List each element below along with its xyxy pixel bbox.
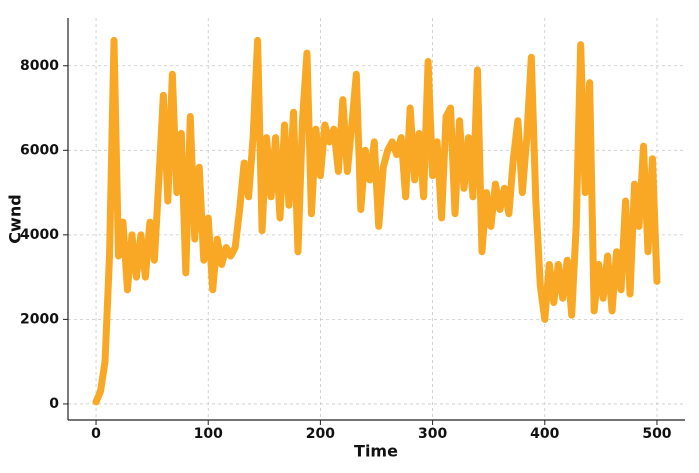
x-tick-label: 200 [306,426,335,442]
x-tick-label: 100 [194,426,223,442]
y-axis-label: Cwnd [6,194,25,243]
y-tick-label: 0 [49,396,59,412]
x-tick-label: 500 [642,426,671,442]
x-tick-label: 300 [418,426,447,442]
y-tick-label: 8000 [20,58,59,74]
x-axis-label: Time [354,442,398,461]
y-tick-label: 6000 [20,142,59,158]
data-line [92,36,661,406]
y-tick-label: 4000 [20,227,59,243]
x-tick-label: 400 [530,426,559,442]
x-tick-label: 0 [91,426,101,442]
y-tick-label: 2000 [20,311,59,327]
